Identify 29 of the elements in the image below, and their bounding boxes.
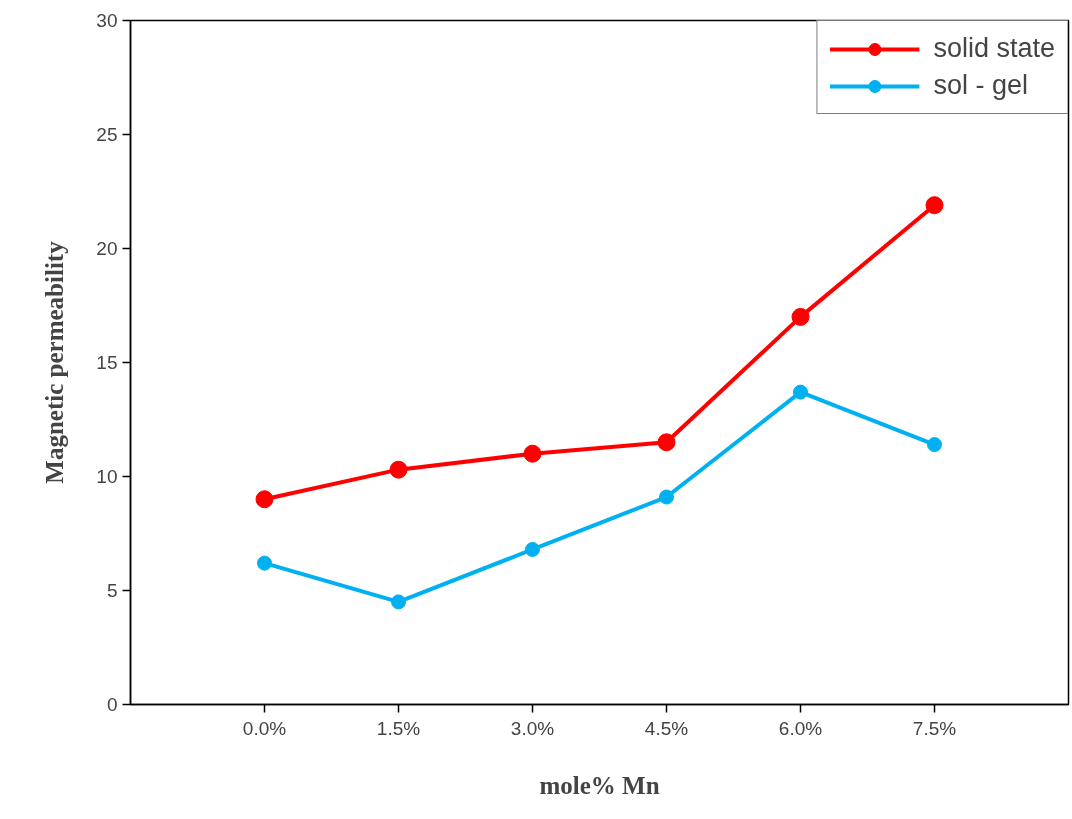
x-tick-label: 7.5% [912,717,957,739]
point [657,433,676,452]
y-tick-label: 30 [96,10,118,31]
point [793,384,808,400]
point [925,196,944,215]
legend-label: solid state [933,33,1055,64]
x-tick-label: 1.5% [376,717,421,739]
point [391,594,406,610]
point [257,555,272,571]
legend-label: sol - gel [933,70,1028,101]
y-tick-label: 10 [96,466,118,487]
y-tick-label: 25 [96,124,118,145]
x-axis-title: mole% Mn [539,771,660,799]
y-tick-label: 15 [96,352,118,373]
y-axis-title: Magnetic permeability [41,240,69,484]
y-tick-label: 0 [106,694,118,715]
point [255,490,274,509]
point [525,541,540,557]
x-tick-label: 6.0% [778,717,823,739]
x-tick-label: 0.0% [242,717,287,739]
point [659,489,674,505]
y-tick-label: 5 [106,580,118,601]
x-tick-label: 4.5% [644,717,689,739]
point [791,307,810,326]
point [523,444,542,463]
point [927,437,942,453]
point [389,460,408,479]
y-tick-label: 20 [96,238,118,259]
x-tick-label: 3.0% [510,717,555,739]
